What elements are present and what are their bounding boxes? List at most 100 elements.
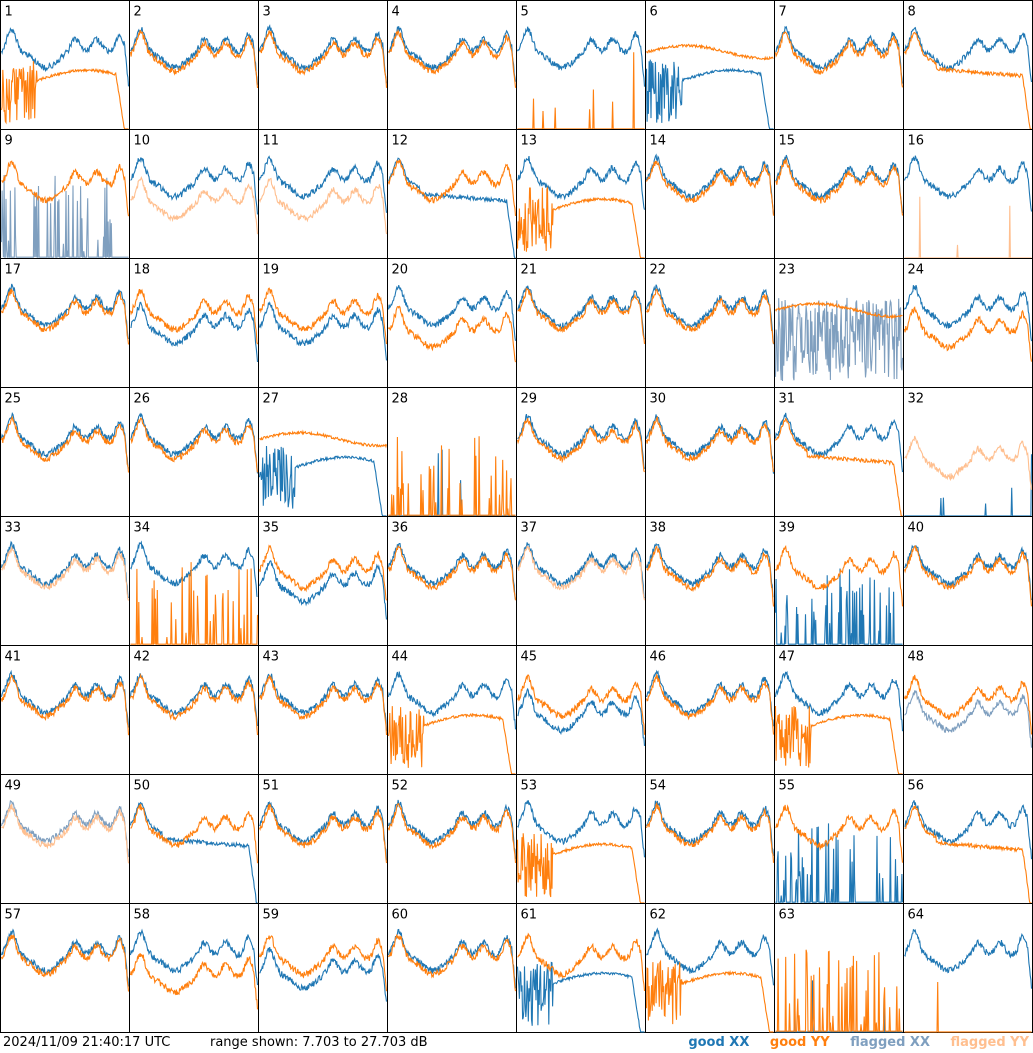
series-xx-55 [775,823,904,903]
panel-label: 17 [5,263,22,278]
panel-11: 11 [258,129,388,259]
series-yy-2 [129,29,259,89]
series-yy-9 [1,160,130,217]
series-yy-22 [646,288,775,344]
series-xx-15 [775,154,904,214]
series-yy-12 [387,159,517,216]
panel-label: 48 [908,650,925,665]
series-yy-4 [388,28,517,88]
series-yy-42 [129,673,259,736]
series-yy-39 [775,544,904,607]
panel-frame [129,258,259,388]
series-yy-45 [517,674,646,735]
series-yy-58 [129,953,259,1010]
series-yy-6 [646,43,774,61]
panel-26: 26 [129,387,259,517]
series-yy-36 [387,545,517,601]
series-yy-59 [258,935,388,992]
series-yy-21 [517,287,646,344]
panel-frame [903,387,1033,517]
panel-frame [774,129,904,259]
panel-12: 12 [387,129,517,259]
panel-label: 55 [779,779,796,794]
panel-34: 34 [129,516,259,646]
panel-53: 53 [516,774,646,904]
panel-31: 31 [774,387,904,517]
panel-frame [645,774,775,904]
panel-58: 58 [129,903,259,1033]
panel-frame [903,774,1033,904]
panel-44: 44 [387,645,517,775]
series-xx-63 [775,980,903,1033]
panel-46: 46 [645,645,775,775]
series-yy-61 [517,932,646,992]
panel-label: 12 [392,134,409,149]
series-xx-9 [0,174,129,258]
panel-label: 38 [650,521,667,536]
panel-28: 28 [387,387,517,517]
panel-6: 6 [645,0,775,130]
panel-18: 18 [129,258,259,388]
footer: 2024/11/09 21:40:17 UTC range shown: 7.7… [0,1033,1033,1053]
panel-14: 14 [645,129,775,259]
panel-42: 42 [129,645,259,775]
series-yy-64 [904,981,1032,1033]
panel-frame [387,516,517,646]
panel-label: 42 [134,650,151,665]
panel-frame [0,258,130,388]
panel-frame [903,645,1033,775]
panel-frame [645,129,775,259]
panel-frame [774,0,904,130]
panel-frame [258,0,388,130]
legend-good-xx: good XX [688,1035,750,1050]
panel-label: 59 [263,908,280,923]
panel-label: 13 [521,134,538,149]
panel-label: 3 [263,5,271,20]
series-xx-16 [903,155,1033,212]
panel-39: 39 [774,516,904,646]
series-yy-49 [1,803,130,864]
panel-frame [129,903,259,1033]
panel-label: 26 [134,392,151,407]
panel-label: 11 [263,134,280,149]
panel-frame [516,774,646,904]
series-yy-26 [130,417,259,473]
series-xx-35 [258,560,388,620]
panel-frame [0,645,130,775]
panel-label: 23 [779,263,796,278]
panel-label: 41 [5,650,22,665]
series-yy-27 [259,429,388,449]
panel-frame [129,387,259,517]
panel-frame [903,129,1033,259]
panel-15: 15 [774,129,904,259]
panel-57: 57 [0,903,130,1033]
panel-frame [387,258,517,388]
series-yy-29 [516,417,645,473]
panel-label: 18 [134,263,151,278]
panel-40: 40 [903,516,1033,646]
series-yy-31 [775,417,903,517]
panel-frame [129,645,259,775]
series-xx-11 [258,155,388,213]
panel-label: 57 [5,908,22,923]
panel-16: 16 [903,129,1033,259]
series-yy-14 [645,160,775,216]
panel-54: 54 [645,774,775,904]
series-xx-31 [774,412,904,473]
panel-label: 19 [263,263,280,278]
panel-13: 13 [516,129,646,259]
series-xx-59 [259,947,388,1002]
panel-label: 62 [650,908,667,923]
panel-frame [258,645,388,775]
panel-label: 35 [263,521,280,536]
panel-label: 40 [908,521,925,536]
panel-1: 1 [0,0,130,130]
panel-label: 27 [263,392,280,407]
panel-label: 31 [779,392,796,407]
panel-41: 41 [0,645,130,775]
panel-20: 20 [387,258,517,388]
panel-frame [129,774,259,904]
panel-label: 49 [5,779,22,794]
panel-label: 25 [5,392,22,407]
